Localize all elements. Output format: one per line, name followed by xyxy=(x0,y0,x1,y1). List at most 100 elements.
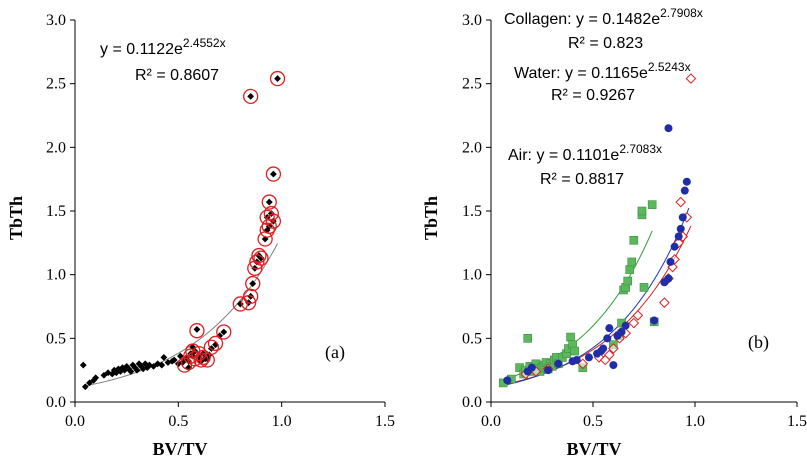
panel-a-point xyxy=(164,359,172,366)
panel-b-x-tick-label: 0.0 xyxy=(481,413,501,430)
panel-a-highlight-circle xyxy=(207,335,224,352)
panel-b-point-air xyxy=(678,213,687,222)
panel-a-x-tick-label: 0.0 xyxy=(65,413,85,430)
panel-b-point-air xyxy=(603,334,612,343)
panel-b-point-air xyxy=(680,186,689,195)
panel-a-highlight-circle xyxy=(189,323,205,339)
panel-b-x-tick-label: 0.5 xyxy=(583,413,603,430)
panel-b-point-air xyxy=(664,124,673,133)
panel-a-r2: R² = 0.8607 xyxy=(135,67,219,84)
panel-b-y-tick-label: 3.0 xyxy=(462,12,482,29)
panel-a-y-tick-label: 2.5 xyxy=(46,76,66,93)
panel-b-air-r2: R² = 0.8817 xyxy=(540,171,624,188)
panel-a-highlight-circle xyxy=(187,351,203,367)
panel-a-y-tick-label: 0.5 xyxy=(46,330,66,347)
panel-b-y-tick-label: 1.5 xyxy=(462,203,482,220)
panel-a-highlight-circle xyxy=(195,349,211,366)
panel-b-point-water xyxy=(675,196,687,208)
panel-b-ylabel: TbTh xyxy=(421,196,441,240)
panel-a-y-tick-label: 1.0 xyxy=(46,267,66,284)
panel-a-point xyxy=(193,326,201,333)
panel-b-water-equation-exponent: 2.5243x xyxy=(648,60,691,74)
panel-b-point-air xyxy=(617,327,626,336)
panel-b-point-air xyxy=(584,353,593,362)
panel-b-collagen-r2: R² = 0.823 xyxy=(568,35,643,52)
panel-a: 0.0 0.5 1.0 1.50.00.51.01.52.02.53.0 BV/TV … xyxy=(6,12,395,459)
panel-b-point-water xyxy=(608,343,619,354)
panel-b-point-air xyxy=(554,359,563,368)
panel-b-water-equation-base: Water: y = 0.1165e xyxy=(514,65,648,82)
panel-b-trendline-air xyxy=(501,207,690,387)
panel-b-collagen-equation-exponent: 2.7908x xyxy=(660,6,703,20)
panel-a-point xyxy=(270,170,277,178)
panel-a-label: (a) xyxy=(325,342,345,363)
panel-b-point-water xyxy=(628,317,640,329)
panel-b-point-collagen xyxy=(566,332,575,342)
panel-a-highlight-circle xyxy=(245,275,261,292)
panel-a-point xyxy=(143,364,151,372)
panel-b-point-collagen xyxy=(647,200,657,209)
panel-a-point xyxy=(127,368,135,375)
panel-b-point-air xyxy=(503,376,512,385)
panel-a-point xyxy=(203,355,211,363)
panel-a-ticks: 0.0 0.5 1.0 1.5 0.0 0.5 1.0 1.5 2.0 2.5 3.0 xyxy=(46,12,395,430)
panel-b-point-air xyxy=(670,242,679,251)
panel-a-ylabel: TbTh xyxy=(6,196,26,240)
panel-a-point xyxy=(119,364,126,372)
panel-a-highlight-circle xyxy=(251,247,267,264)
panel-a-point xyxy=(274,75,281,82)
panel-b-point-air xyxy=(621,321,630,330)
panel-b-point-air xyxy=(599,344,608,353)
panel-b-point-air xyxy=(664,274,673,283)
panel-b-air-equation-exponent: 2.7083x xyxy=(619,142,662,156)
panel-a-point xyxy=(185,364,193,372)
panel-b-point-air xyxy=(682,177,691,186)
panel-b-water-r2: R² = 0.9267 xyxy=(551,87,635,104)
panel-b-label: (b) xyxy=(748,332,769,353)
panel-a-point xyxy=(131,364,139,372)
panel-a-y-tick-label: 0.0 xyxy=(46,394,66,411)
panel-b-point-water xyxy=(604,349,615,361)
panel-b-point-collagen xyxy=(523,334,533,343)
panel-a-trendline xyxy=(85,243,278,387)
panel-b-point-air xyxy=(572,355,581,364)
panel-b-point-collagen xyxy=(639,283,649,292)
panel-a-point xyxy=(267,210,275,217)
panel-b-point-water xyxy=(685,73,697,84)
panel-a-x-tick-label: 1.0 xyxy=(272,413,292,430)
panel-b-point-air xyxy=(676,224,685,233)
panel-a-x-tick-label: 0.5 xyxy=(168,413,188,430)
panel-a-point xyxy=(220,328,228,336)
panel-a-highlight-circle xyxy=(216,324,232,340)
panel-a-highlight-circle xyxy=(253,250,269,266)
panel-b-point-collagen xyxy=(570,346,579,356)
panel-b-x-tick-label: 1.5 xyxy=(787,413,807,430)
panel-a-xlabel: BV/TV xyxy=(152,439,207,459)
panel-b-collagen-equation: Collagen: y = 0.1482e2.7908x xyxy=(504,6,703,28)
panel-a-x-tick-label: 1.5 xyxy=(375,413,395,430)
panel-b-point-air xyxy=(605,324,614,333)
panel-a-point xyxy=(160,354,168,361)
panel-b-y-tick-label: 0.0 xyxy=(462,394,482,411)
panel-a-highlight-circle xyxy=(265,166,282,182)
panel-a-equation: y = 0.1122e2.4552x xyxy=(100,36,226,58)
panel-a-highlight-circle xyxy=(261,194,277,210)
panel-a-point xyxy=(247,93,255,100)
panel-a-highlight-circle xyxy=(243,288,259,304)
panel-a-highlight-circle xyxy=(193,352,209,368)
panel-a-point xyxy=(117,368,124,375)
panel-b-point-air xyxy=(666,257,675,266)
panel-b-marks xyxy=(498,73,697,388)
panel-a-highlight-circle xyxy=(269,70,286,87)
panel-b-point-water xyxy=(669,254,680,265)
panel-a-y-tick-label: 2.0 xyxy=(46,139,66,156)
panel-b-water-equation: Water: y = 0.1165e2.5243x xyxy=(514,60,691,82)
panel-b-y-tick-label: 2.5 xyxy=(462,76,482,93)
panel-a-point xyxy=(90,376,97,384)
panel-a-y-tick-label: 1.5 xyxy=(46,203,66,220)
panel-a-y-tick-label: 3.0 xyxy=(46,12,66,29)
panel-a-marks xyxy=(79,70,286,391)
panel-b-air-equation: Air: y = 0.1101e2.7083x xyxy=(508,142,662,164)
